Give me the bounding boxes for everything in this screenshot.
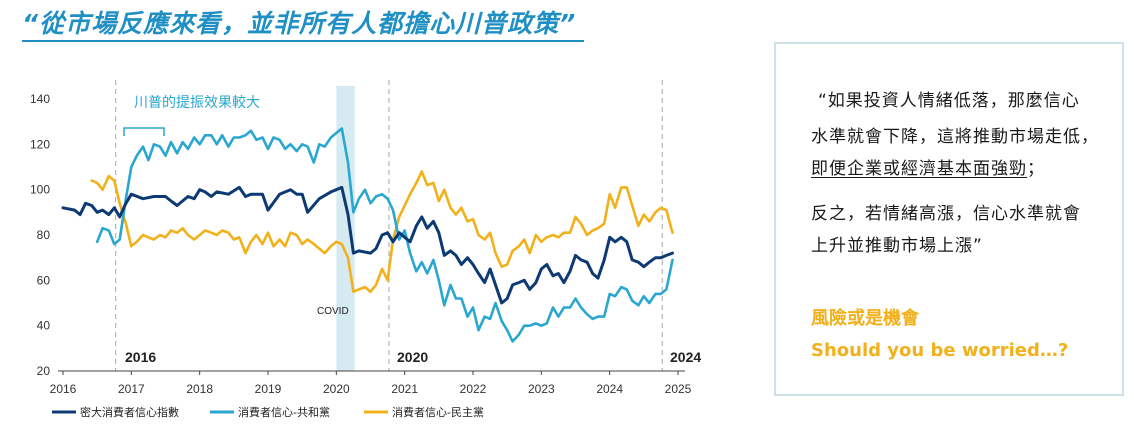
legend-label-democrat: 消費者信心-民主黨 (392, 405, 484, 419)
quote-line-3-tail: ； (1027, 159, 1045, 179)
series-line-democrat (90, 170, 674, 293)
consumer-sentiment-chart: 20 40 60 80 100 120 140 2016 2017 2018 2019 2020 20… (30, 80, 701, 419)
highlight-chinese: 風險或是機會 (811, 308, 919, 329)
quote-line-3: 即便企業或經濟基本面強勁； (811, 154, 1045, 179)
covid-band (336, 86, 355, 371)
trump-boost-bracket (123, 127, 165, 136)
trump-boost-label: 川普的提振效果較大 (134, 95, 260, 111)
y-tick-label: 60 (37, 273, 51, 287)
x-tick-label: 2025 (665, 382, 692, 396)
x-tick-label: 2018 (186, 382, 213, 396)
quote-box: “如果投資人情緒低落，那麼信心 水準就會下降，這將推動市場走低， 即便企業或經濟… (774, 42, 1124, 396)
series-line-republican (95, 127, 674, 343)
quote-line-5: 上升並推動市場上漲” (811, 236, 983, 256)
x-tick-label: 2020 (323, 382, 350, 396)
legend-label-republican: 消費者信心-共和黨 (238, 405, 330, 419)
title-underline (22, 40, 584, 42)
quote-line-2: 水準就會下降，這將推動市場走低， (811, 127, 1099, 147)
x-tick-label: 2023 (528, 382, 555, 396)
y-tick-label: 20 (37, 364, 51, 378)
x-tick-label: 2016 (50, 382, 77, 396)
y-tick-label: 100 (30, 183, 50, 197)
page-title: “從市場反應來看，並非所有人都擔心川普政策” (22, 9, 577, 38)
y-tick-label: 140 (30, 92, 50, 106)
y-tick-label: 80 (37, 228, 51, 242)
x-tick-label: 2024 (596, 382, 623, 396)
year-label-2020: 2020 (397, 349, 428, 365)
legend: 密大消費者信心指數 消費者信心-共和黨 消費者信心-民主黨 (52, 405, 484, 419)
x-tick-label: 2021 (391, 382, 418, 396)
x-tick-label: 2017 (118, 382, 145, 396)
quote-line-4: 反之，若情緒高漲，信心水準就會 (811, 204, 1081, 224)
series-line-composite (61, 185, 674, 305)
y-tick-label: 120 (30, 137, 50, 151)
highlight-english: Should you be worried…? (811, 340, 1069, 361)
x-tick-label: 2022 (460, 382, 487, 396)
quote-underlined-phrase: 即便企業或經濟基本面強勁 (811, 159, 1027, 179)
year-label-2024: 2024 (670, 349, 701, 365)
covid-label: COVID (317, 306, 349, 317)
legend-label-composite: 密大消費者信心指數 (80, 405, 179, 419)
quote-line-1: “如果投資人情緒低落，那麼信心 (818, 91, 1080, 111)
x-tick-label: 2019 (255, 382, 282, 396)
year-label-2016: 2016 (125, 349, 156, 365)
y-tick-label: 40 (37, 319, 51, 333)
